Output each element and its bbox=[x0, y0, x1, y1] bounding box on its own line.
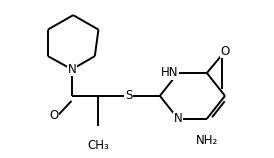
Text: HN: HN bbox=[161, 67, 178, 79]
Text: O: O bbox=[220, 45, 230, 58]
Text: S: S bbox=[125, 89, 132, 102]
Text: CH₃: CH₃ bbox=[88, 139, 109, 152]
Text: N: N bbox=[174, 112, 182, 125]
Text: NH₂: NH₂ bbox=[196, 134, 218, 147]
Text: N: N bbox=[68, 63, 76, 76]
Text: O: O bbox=[49, 109, 59, 122]
